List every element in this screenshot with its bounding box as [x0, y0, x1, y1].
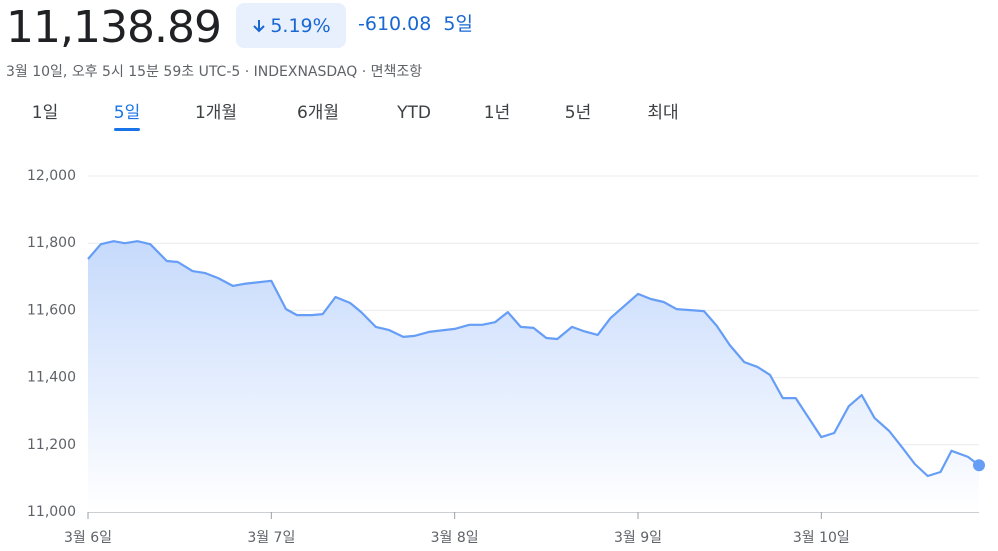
range-tab[interactable]: 1일: [31, 103, 59, 123]
range-tab[interactable]: 5일: [113, 103, 141, 123]
x-tick-label: 3월 7일: [247, 530, 295, 546]
active-tab-underline: [113, 128, 141, 131]
subtitle: 3월 10일, 오후 5시 15분 59초 UTC-5 · INDEXNASDA…: [6, 64, 423, 80]
change-period: 5일: [443, 13, 473, 35]
range-tab[interactable]: 1개월: [194, 103, 238, 123]
x-tick-label: 3월 8일: [431, 530, 479, 546]
range-tab[interactable]: YTD: [397, 103, 431, 123]
range-tab[interactable]: 6개월: [296, 103, 340, 123]
price-line: [87, 240, 980, 478]
y-tick-label: 12,000: [27, 168, 76, 184]
range-tab[interactable]: 5년: [564, 103, 592, 123]
change-value: -610.08: [358, 13, 432, 35]
range-tab[interactable]: 최대: [647, 103, 679, 123]
change-row: -610.08 5일: [358, 10, 473, 38]
y-tick-label: 11,000: [27, 504, 76, 520]
y-tick-label: 11,200: [27, 437, 76, 453]
y-tick-label: 11,800: [27, 235, 76, 251]
change-percent: 5.19%: [270, 14, 331, 37]
y-tick-label: 11,600: [27, 302, 76, 318]
x-tick-label: 3월 6일: [64, 530, 112, 546]
x-tick-label: 3월 10일: [793, 530, 850, 546]
last-point-dot: [973, 459, 985, 472]
x-tick-label: 3월 9일: [614, 530, 662, 546]
y-tick-label: 11,400: [27, 370, 76, 386]
change-chip: 5.19%: [236, 3, 346, 48]
price: 11,138.89: [6, 2, 222, 53]
down-arrow-icon: [253, 19, 266, 32]
range-tab[interactable]: 1년: [483, 103, 511, 123]
area-fill: [88, 241, 979, 512]
